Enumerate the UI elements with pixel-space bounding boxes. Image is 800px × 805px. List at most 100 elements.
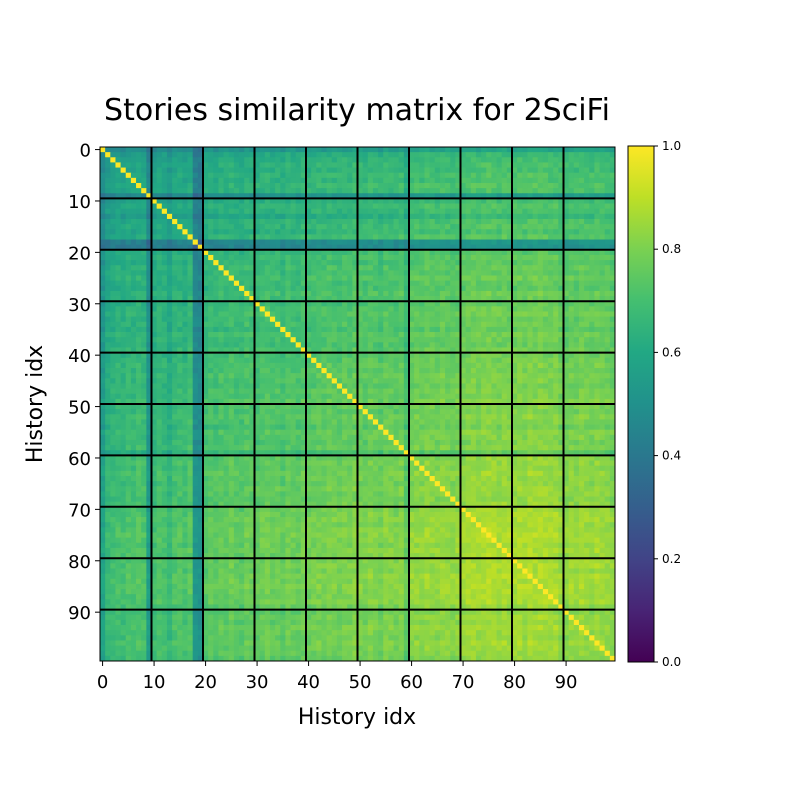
heatmap-cell: [239, 208, 245, 215]
heatmap-cell: [311, 224, 317, 230]
heatmap-cell: [280, 177, 286, 184]
heatmap-cell: [187, 357, 194, 364]
heatmap-cell: [264, 147, 271, 153]
heatmap-cell: [522, 213, 528, 220]
heatmap-cell: [295, 147, 302, 153]
heatmap-cell: [491, 147, 497, 153]
heatmap-cell: [300, 254, 307, 261]
heatmap-cell: [130, 152, 137, 158]
heatmap-cell: [403, 193, 410, 199]
heatmap-cell: [347, 326, 353, 333]
heatmap-cell: [548, 301, 554, 307]
heatmap-cell: [100, 270, 106, 276]
heatmap-cell: [532, 249, 539, 256]
heatmap-cell: [264, 167, 271, 174]
heatmap-cell: [496, 188, 503, 194]
heatmap-cell: [177, 347, 183, 353]
heatmap-cell: [429, 249, 436, 256]
heatmap-cell: [372, 352, 379, 359]
heatmap-cell: [429, 172, 436, 179]
heatmap-cell: [609, 311, 616, 318]
heatmap-cell: [233, 362, 240, 369]
heatmap-cell: [125, 275, 132, 282]
heatmap-cell: [177, 275, 183, 282]
heatmap-cell: [275, 265, 281, 271]
heatmap-cell: [177, 265, 183, 271]
heatmap-cell: [130, 342, 137, 348]
heatmap-cell: [434, 285, 441, 292]
heatmap-cell: [336, 275, 343, 282]
heatmap-cell: [388, 311, 394, 318]
heatmap-cell: [527, 362, 533, 369]
heatmap-cell: [362, 270, 369, 276]
heatmap-cell: [372, 152, 379, 158]
heatmap-cell: [331, 152, 338, 158]
heatmap-cell: [352, 362, 358, 369]
heatmap-cell: [125, 213, 132, 220]
heatmap-cell: [548, 285, 554, 292]
heatmap-cell: [424, 321, 430, 328]
heatmap-cell: [136, 326, 142, 333]
heatmap-cell: [321, 172, 327, 179]
heatmap-cell: [280, 203, 286, 210]
heatmap-cell: [372, 316, 379, 323]
heatmap-cell: [321, 368, 327, 374]
heatmap-cell: [249, 260, 255, 266]
heatmap-cell: [197, 265, 204, 271]
heatmap-cell: [367, 193, 374, 199]
heatmap-cell: [403, 311, 410, 318]
heatmap-cell: [130, 352, 137, 359]
heatmap-cell: [362, 193, 369, 199]
heatmap-cell: [192, 296, 199, 302]
heatmap-cell: [367, 378, 374, 384]
heatmap-cell: [275, 301, 281, 307]
heatmap-cell: [372, 218, 379, 225]
heatmap-cell: [141, 249, 147, 256]
heatmap-cell: [419, 172, 425, 179]
heatmap-cell: [414, 378, 420, 384]
heatmap-cell: [146, 342, 152, 348]
heatmap-cell: [578, 388, 585, 395]
heatmap-cell: [573, 147, 580, 153]
heatmap-cell: [383, 388, 389, 395]
heatmap-cell: [506, 265, 513, 271]
heatmap-cell: [537, 393, 544, 400]
heatmap-cell: [589, 265, 595, 271]
heatmap-cell: [285, 285, 291, 292]
heatmap-cell: [161, 260, 168, 266]
heatmap-cell: [362, 347, 369, 353]
heatmap-cell: [568, 198, 575, 204]
heatmap-cell: [429, 244, 436, 251]
heatmap-cell: [326, 357, 333, 364]
heatmap-cell: [290, 383, 297, 389]
heatmap-cell: [573, 357, 580, 364]
heatmap-cell: [115, 249, 121, 256]
heatmap-cell: [125, 383, 132, 389]
heatmap-cell: [501, 373, 508, 379]
heatmap-cell: [578, 265, 585, 271]
heatmap-cell: [264, 193, 271, 199]
heatmap-cell: [347, 378, 353, 384]
heatmap-cell: [280, 368, 286, 374]
heatmap-cell: [166, 357, 173, 364]
heatmap-cell: [372, 332, 379, 338]
heatmap-cell: [208, 398, 214, 405]
heatmap-cell: [100, 218, 106, 225]
heatmap-cell: [203, 290, 209, 297]
heatmap-cell: [578, 254, 585, 261]
heatmap-cell: [213, 337, 219, 343]
heatmap-cell: [120, 378, 127, 384]
heatmap-cell: [326, 347, 333, 353]
heatmap-cell: [342, 162, 348, 168]
heatmap-cell: [470, 254, 477, 261]
heatmap-cell: [223, 290, 230, 297]
heatmap-cell: [450, 332, 456, 338]
heatmap-cell: [213, 224, 219, 230]
heatmap-cell: [584, 218, 590, 225]
heatmap-cell: [136, 254, 142, 261]
heatmap-cell: [300, 167, 307, 174]
heatmap-cell: [604, 265, 611, 271]
heatmap-cell: [465, 162, 472, 168]
heatmap-cell: [388, 393, 394, 400]
heatmap-cell: [398, 208, 405, 215]
